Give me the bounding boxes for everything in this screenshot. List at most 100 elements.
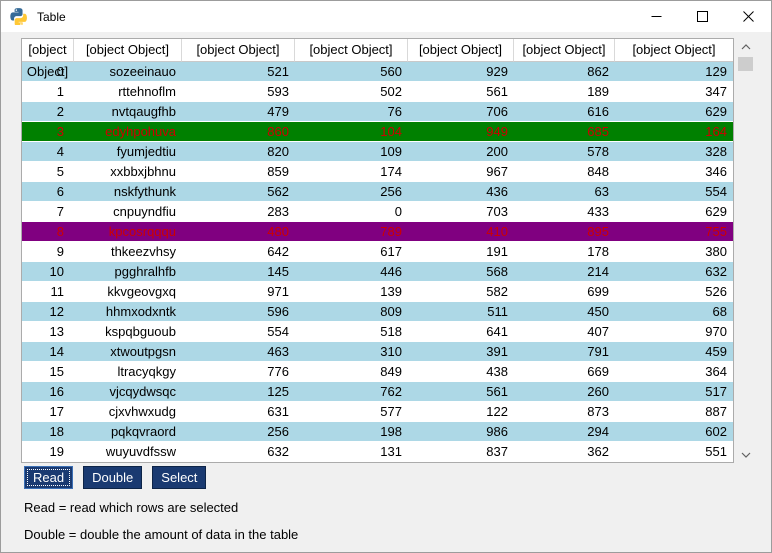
table-row[interactable]: 13 kspqbguoub 554 518 641 407 970 bbox=[22, 322, 733, 342]
table-cell[interactable]: edyhpohuva bbox=[74, 122, 182, 142]
table-cell[interactable]: pgghralhfb bbox=[74, 262, 182, 282]
table-cell[interactable]: 63 bbox=[514, 182, 615, 202]
table-row[interactable]: 6 nskfythunk 562 256 436 63 554 bbox=[22, 182, 733, 202]
table-cell[interactable]: 809 bbox=[295, 302, 408, 322]
table-cell[interactable]: 191 bbox=[408, 242, 514, 262]
table-cell[interactable]: 463 bbox=[182, 342, 295, 362]
table-cell[interactable]: 820 bbox=[182, 142, 295, 162]
table-scrollbar[interactable] bbox=[737, 38, 754, 463]
table-cell[interactable]: 970 bbox=[615, 322, 733, 342]
table-cell[interactable]: 480 bbox=[182, 222, 295, 242]
column-header[interactable]: [object Object] bbox=[408, 39, 514, 62]
table-cell[interactable]: 200 bbox=[408, 142, 514, 162]
row-index-cell[interactable]: 13 bbox=[22, 322, 74, 342]
table-row[interactable]: 14 xtwoutpgsn 463 310 391 791 459 bbox=[22, 342, 733, 362]
table-cell[interactable]: 554 bbox=[182, 322, 295, 342]
table-cell[interactable]: 517 bbox=[615, 382, 733, 402]
row-index-cell[interactable]: 18 bbox=[22, 422, 74, 442]
table-cell[interactable]: 502 bbox=[295, 82, 408, 102]
table-cell[interactable]: 479 bbox=[182, 102, 295, 122]
table-cell[interactable]: 577 bbox=[295, 402, 408, 422]
table-cell[interactable]: 703 bbox=[408, 202, 514, 222]
table-cell[interactable]: 0 bbox=[295, 202, 408, 222]
table-cell[interactable]: 438 bbox=[408, 362, 514, 382]
table-cell[interactable]: 256 bbox=[182, 422, 295, 442]
table-cell[interactable]: 551 bbox=[615, 442, 733, 462]
table-cell[interactable]: 862 bbox=[514, 62, 615, 82]
table-cell[interactable]: 109 bbox=[295, 142, 408, 162]
row-index-cell[interactable]: 8 bbox=[22, 222, 74, 242]
table-cell[interactable]: 521 bbox=[182, 62, 295, 82]
table-cell[interactable]: 407 bbox=[514, 322, 615, 342]
table-cell[interactable]: kspqbguoub bbox=[74, 322, 182, 342]
table-row[interactable]: 4 fyumjedtiu 820 109 200 578 328 bbox=[22, 142, 733, 162]
table-cell[interactable]: 198 bbox=[295, 422, 408, 442]
table-cell[interactable]: 699 bbox=[514, 282, 615, 302]
table-row[interactable]: 2 nvtqaugfhb 479 76 706 616 629 bbox=[22, 102, 733, 122]
column-header[interactable]: [object Object] bbox=[182, 39, 295, 62]
table-row[interactable]: 0 sozeeinauo 521 560 929 862 129 bbox=[22, 62, 733, 82]
table-cell[interactable]: 446 bbox=[295, 262, 408, 282]
scrollbar-thumb[interactable] bbox=[738, 57, 753, 71]
row-index-cell[interactable]: 5 bbox=[22, 162, 74, 182]
table-cell[interactable]: 560 bbox=[295, 62, 408, 82]
table-cell[interactable]: 641 bbox=[408, 322, 514, 342]
table-cell[interactable]: 949 bbox=[408, 122, 514, 142]
row-index-cell[interactable]: 3 bbox=[22, 122, 74, 142]
table-cell[interactable]: sozeeinauo bbox=[74, 62, 182, 82]
table-cell[interactable]: 122 bbox=[408, 402, 514, 422]
table-cell[interactable]: fyumjedtiu bbox=[74, 142, 182, 162]
row-index-cell[interactable]: 10 bbox=[22, 262, 74, 282]
row-index-cell[interactable]: 15 bbox=[22, 362, 74, 382]
table-cell[interactable]: 283 bbox=[182, 202, 295, 222]
table-cell[interactable]: 568 bbox=[408, 262, 514, 282]
table-cell[interactable]: 410 bbox=[408, 222, 514, 242]
table-cell[interactable]: 642 bbox=[182, 242, 295, 262]
column-header[interactable]: [object Object] bbox=[615, 39, 733, 62]
table-cell[interactable]: 436 bbox=[408, 182, 514, 202]
table-cell[interactable]: kpcosrqqqu bbox=[74, 222, 182, 242]
table-row[interactable]: 16 vjcqydwsqc 125 762 561 260 517 bbox=[22, 382, 733, 402]
table-cell[interactable]: 849 bbox=[295, 362, 408, 382]
row-index-cell[interactable]: 2 bbox=[22, 102, 74, 122]
table-cell[interactable]: 364 bbox=[615, 362, 733, 382]
table-cell[interactable]: 450 bbox=[514, 302, 615, 322]
table-cell[interactable]: 328 bbox=[615, 142, 733, 162]
maximize-button[interactable] bbox=[679, 1, 725, 32]
column-header[interactable]: [object Object] bbox=[22, 39, 74, 79]
table-row[interactable]: 7 cnpuyndfiu 283 0 703 433 629 bbox=[22, 202, 733, 222]
table-cell[interactable]: wuyuvdfssw bbox=[74, 442, 182, 462]
table-cell[interactable]: 145 bbox=[182, 262, 295, 282]
row-index-cell[interactable]: 17 bbox=[22, 402, 74, 422]
table-cell[interactable]: hhmxodxntk bbox=[74, 302, 182, 322]
table-cell[interactable]: 129 bbox=[615, 62, 733, 82]
table-row[interactable]: 3 edyhpohuva 860 104 949 685 164 bbox=[22, 122, 733, 142]
table-cell[interactable]: 68 bbox=[615, 302, 733, 322]
minimize-button[interactable] bbox=[633, 1, 679, 32]
table-cell[interactable]: 582 bbox=[408, 282, 514, 302]
table-cell[interactable]: 380 bbox=[615, 242, 733, 262]
row-index-cell[interactable]: 12 bbox=[22, 302, 74, 322]
table-cell[interactable]: 791 bbox=[514, 342, 615, 362]
table-cell[interactable]: 76 bbox=[295, 102, 408, 122]
table-cell[interactable]: 131 bbox=[295, 442, 408, 462]
table-cell[interactable]: nskfythunk bbox=[74, 182, 182, 202]
table-row[interactable]: 18 pqkqvraord 256 198 986 294 602 bbox=[22, 422, 733, 442]
table-cell[interactable]: 887 bbox=[615, 402, 733, 422]
table-cell[interactable]: 929 bbox=[408, 62, 514, 82]
row-index-cell[interactable]: 11 bbox=[22, 282, 74, 302]
table-cell[interactable]: 616 bbox=[514, 102, 615, 122]
table-cell[interactable]: 971 bbox=[182, 282, 295, 302]
table-row[interactable]: 8 kpcosrqqqu 480 789 410 895 755 bbox=[22, 222, 733, 242]
table-row[interactable]: 5 xxbbxjbhnu 859 174 967 848 346 bbox=[22, 162, 733, 182]
table-cell[interactable]: 632 bbox=[615, 262, 733, 282]
table-cell[interactable]: 860 bbox=[182, 122, 295, 142]
row-index-cell[interactable]: 0 bbox=[22, 62, 74, 82]
table-cell[interactable]: 755 bbox=[615, 222, 733, 242]
table-row[interactable]: 1 rttehnoflm 593 502 561 189 347 bbox=[22, 82, 733, 102]
table-cell[interactable]: 362 bbox=[514, 442, 615, 462]
table-cell[interactable]: 706 bbox=[408, 102, 514, 122]
action-button[interactable]: Select bbox=[152, 466, 207, 489]
table-row[interactable]: 19 wuyuvdfssw 632 131 837 362 551 bbox=[22, 442, 733, 462]
table-cell[interactable]: 189 bbox=[514, 82, 615, 102]
